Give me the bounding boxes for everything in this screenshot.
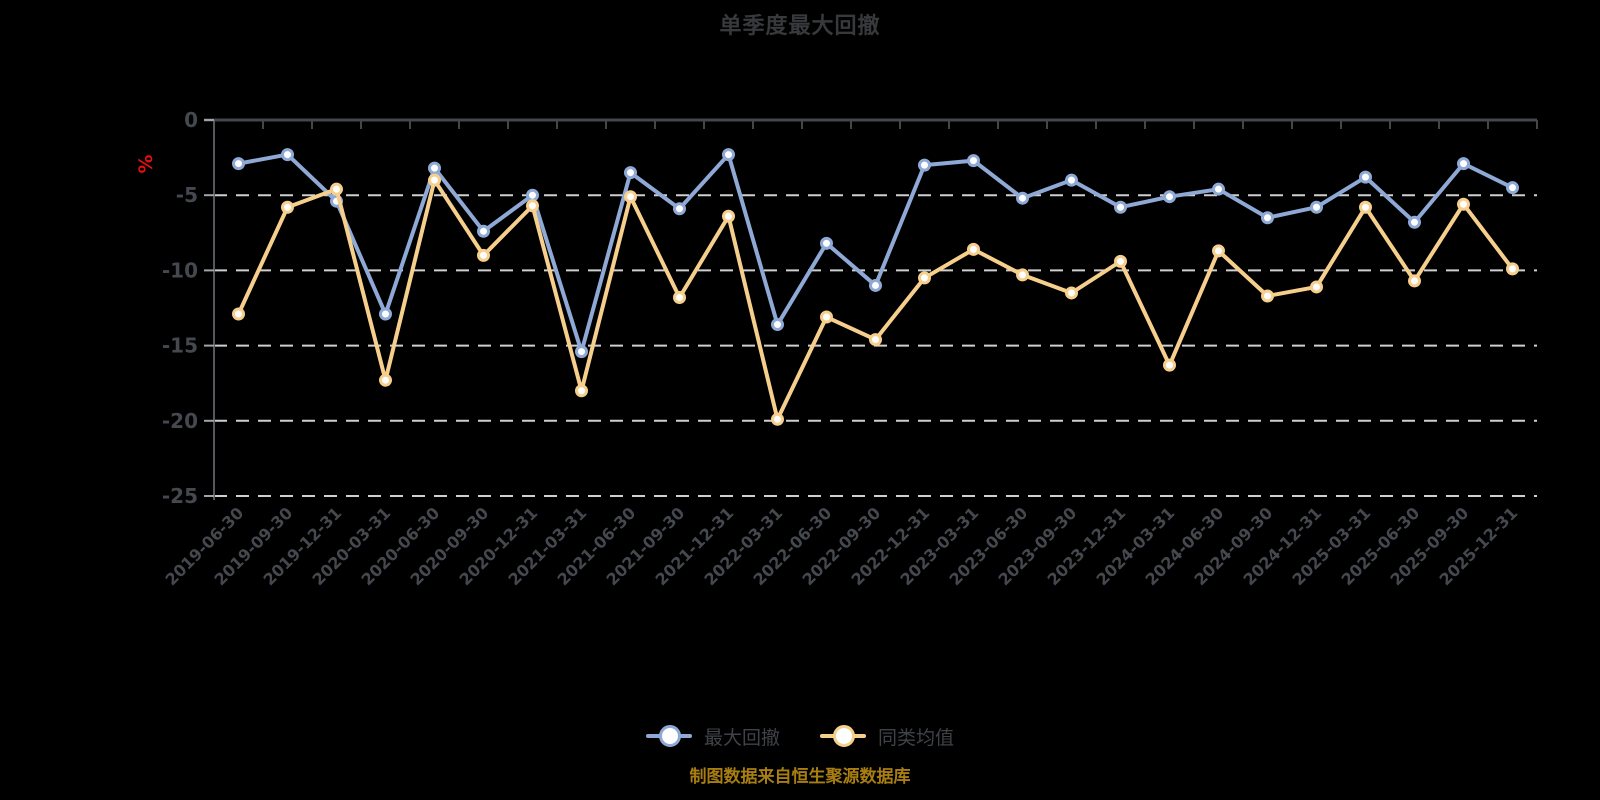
y-axis-unit-label: % [135, 154, 157, 173]
data-point-marker[interactable] [575, 384, 588, 398]
data-point-marker[interactable] [722, 148, 735, 162]
data-point-marker[interactable] [673, 202, 686, 216]
data-point-marker[interactable] [1408, 215, 1421, 229]
data-point-marker[interactable] [722, 209, 735, 223]
chart-title: 单季度最大回撤 [719, 14, 881, 39]
legend-item-max-drawdown[interactable]: 最大回撤 [645, 723, 780, 750]
data-point-marker[interactable] [379, 373, 392, 387]
data-point-marker[interactable] [1457, 197, 1470, 211]
data-point-marker[interactable] [1114, 254, 1127, 268]
legend-label-max-drawdown: 最大回撤 [703, 726, 780, 749]
legend-circle-icon [833, 725, 855, 747]
data-point-marker[interactable] [673, 290, 686, 304]
data-point-marker[interactable] [1212, 244, 1225, 258]
y-axis-label: -15 [162, 334, 198, 358]
data-point-marker[interactable] [820, 236, 833, 250]
data-point-marker[interactable] [771, 318, 784, 332]
data-point-marker[interactable] [232, 307, 245, 321]
data-point-marker[interactable] [1163, 190, 1176, 204]
data-point-marker[interactable] [869, 333, 882, 347]
data-point-marker[interactable] [820, 310, 833, 324]
data-point-marker[interactable] [1506, 262, 1519, 276]
source-note: 制图数据来自恒生聚源数据库 [689, 767, 911, 787]
data-point-marker[interactable] [967, 242, 980, 256]
legend: 最大回撤 同类均值 [0, 714, 1600, 758]
data-point-marker[interactable] [1359, 170, 1372, 184]
legend-circle-icon [658, 725, 681, 747]
data-point-marker[interactable] [281, 200, 294, 214]
line-circle-marker-icon [645, 724, 692, 748]
series-line-1 [236, 178, 1515, 422]
line-circle-marker-icon [820, 724, 866, 748]
data-point-marker[interactable] [379, 307, 392, 321]
y-axis-label: -5 [176, 183, 198, 207]
data-point-marker[interactable] [967, 154, 980, 168]
data-point-marker[interactable] [1261, 211, 1274, 225]
data-point-marker[interactable] [1163, 358, 1176, 372]
data-point-marker[interactable] [918, 271, 931, 285]
data-point-marker[interactable] [477, 248, 490, 262]
data-point-marker[interactable] [330, 182, 343, 196]
data-point-marker[interactable] [1114, 200, 1127, 214]
data-point-marker[interactable] [1016, 191, 1029, 205]
data-point-marker[interactable] [1310, 200, 1323, 214]
data-point-marker[interactable] [575, 345, 588, 359]
data-point-marker[interactable] [1016, 268, 1029, 282]
data-point-marker[interactable] [1359, 200, 1372, 214]
data-point-marker[interactable] [1065, 173, 1078, 187]
data-point-marker[interactable] [1310, 280, 1323, 294]
data-point-marker[interactable] [869, 278, 882, 292]
data-point-marker[interactable] [624, 190, 637, 204]
data-point-marker[interactable] [428, 173, 441, 187]
data-point-marker[interactable] [771, 412, 784, 426]
data-point-marker[interactable] [477, 224, 490, 238]
legend-label-category-average: 同类均值 [878, 726, 955, 749]
y-axis-label: -20 [162, 409, 198, 433]
data-point-marker[interactable] [526, 188, 539, 202]
data-point-marker[interactable] [1408, 274, 1421, 288]
data-point-marker[interactable] [1506, 181, 1519, 195]
y-axis-label: 0 [184, 108, 198, 132]
data-point-marker[interactable] [428, 161, 441, 175]
data-point-marker[interactable] [1212, 182, 1225, 196]
data-point-marker[interactable] [918, 158, 931, 172]
data-point-marker[interactable] [281, 148, 294, 162]
data-point-marker[interactable] [1065, 286, 1078, 300]
data-point-marker[interactable] [1261, 289, 1274, 303]
y-axis-label: -25 [162, 484, 198, 508]
data-point-marker[interactable] [526, 199, 539, 213]
data-point-marker[interactable] [624, 166, 637, 180]
y-axis-label: -10 [162, 258, 198, 282]
data-point-marker[interactable] [1457, 157, 1470, 171]
data-point-marker[interactable] [232, 157, 245, 171]
legend-item-category-average[interactable]: 同类均值 [820, 723, 954, 750]
